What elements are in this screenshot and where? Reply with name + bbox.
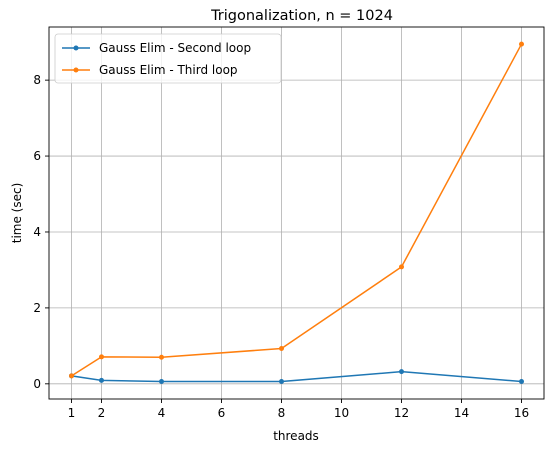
x-tick-label: 4: [158, 406, 166, 420]
y-tick-label: 8: [33, 73, 41, 87]
y-tick-label: 6: [33, 149, 41, 163]
data-point: [519, 379, 524, 385]
legend-label-third-loop: Gauss Elim - Third loop: [99, 63, 238, 77]
y-tick-label: 4: [33, 225, 41, 239]
data-point: [159, 379, 164, 385]
x-tick-label: 8: [278, 406, 286, 420]
x-tick-label: 14: [454, 406, 469, 420]
x-axis: 1 2 4 6 8 10 12 14 16: [68, 399, 529, 420]
y-axis: 0 2 4 6 8: [33, 73, 49, 391]
series-line-0: [71, 370, 522, 383]
legend: Gauss Elim - Second loop Gauss Elim - Th…: [54, 33, 282, 84]
x-tick-label: 1: [68, 406, 76, 420]
data-point: [399, 369, 404, 375]
y-tick-label: 2: [33, 301, 41, 315]
y-tick-label: 0: [33, 377, 41, 391]
x-axis-label: threads: [273, 429, 319, 443]
data-point: [99, 354, 104, 360]
data-point: [279, 346, 284, 352]
series-line-1: [71, 43, 523, 377]
x-tick-label: 10: [334, 406, 349, 420]
legend-marker-third-loop: [73, 67, 79, 73]
data-point: [399, 264, 404, 270]
data-point: [159, 354, 164, 360]
chart-title: Trigonalization, n = 1024: [210, 8, 393, 24]
legend-marker-second-loop: [73, 45, 79, 51]
data-point: [99, 377, 104, 383]
plot-area-frame: [48, 26, 545, 400]
x-tick-label: 6: [218, 406, 226, 420]
x-tick-label: 16: [514, 406, 529, 420]
legend-label-second-loop: Gauss Elim - Second loop: [99, 41, 251, 55]
series-layer: [69, 41, 524, 385]
x-tick-label: 12: [394, 406, 409, 420]
data-point: [519, 41, 524, 47]
y-axis-label: time (sec): [10, 183, 24, 244]
legend-box: [54, 33, 282, 84]
data-point: [69, 373, 74, 379]
data-point: [279, 379, 284, 385]
x-tick-label: 2: [98, 406, 106, 420]
